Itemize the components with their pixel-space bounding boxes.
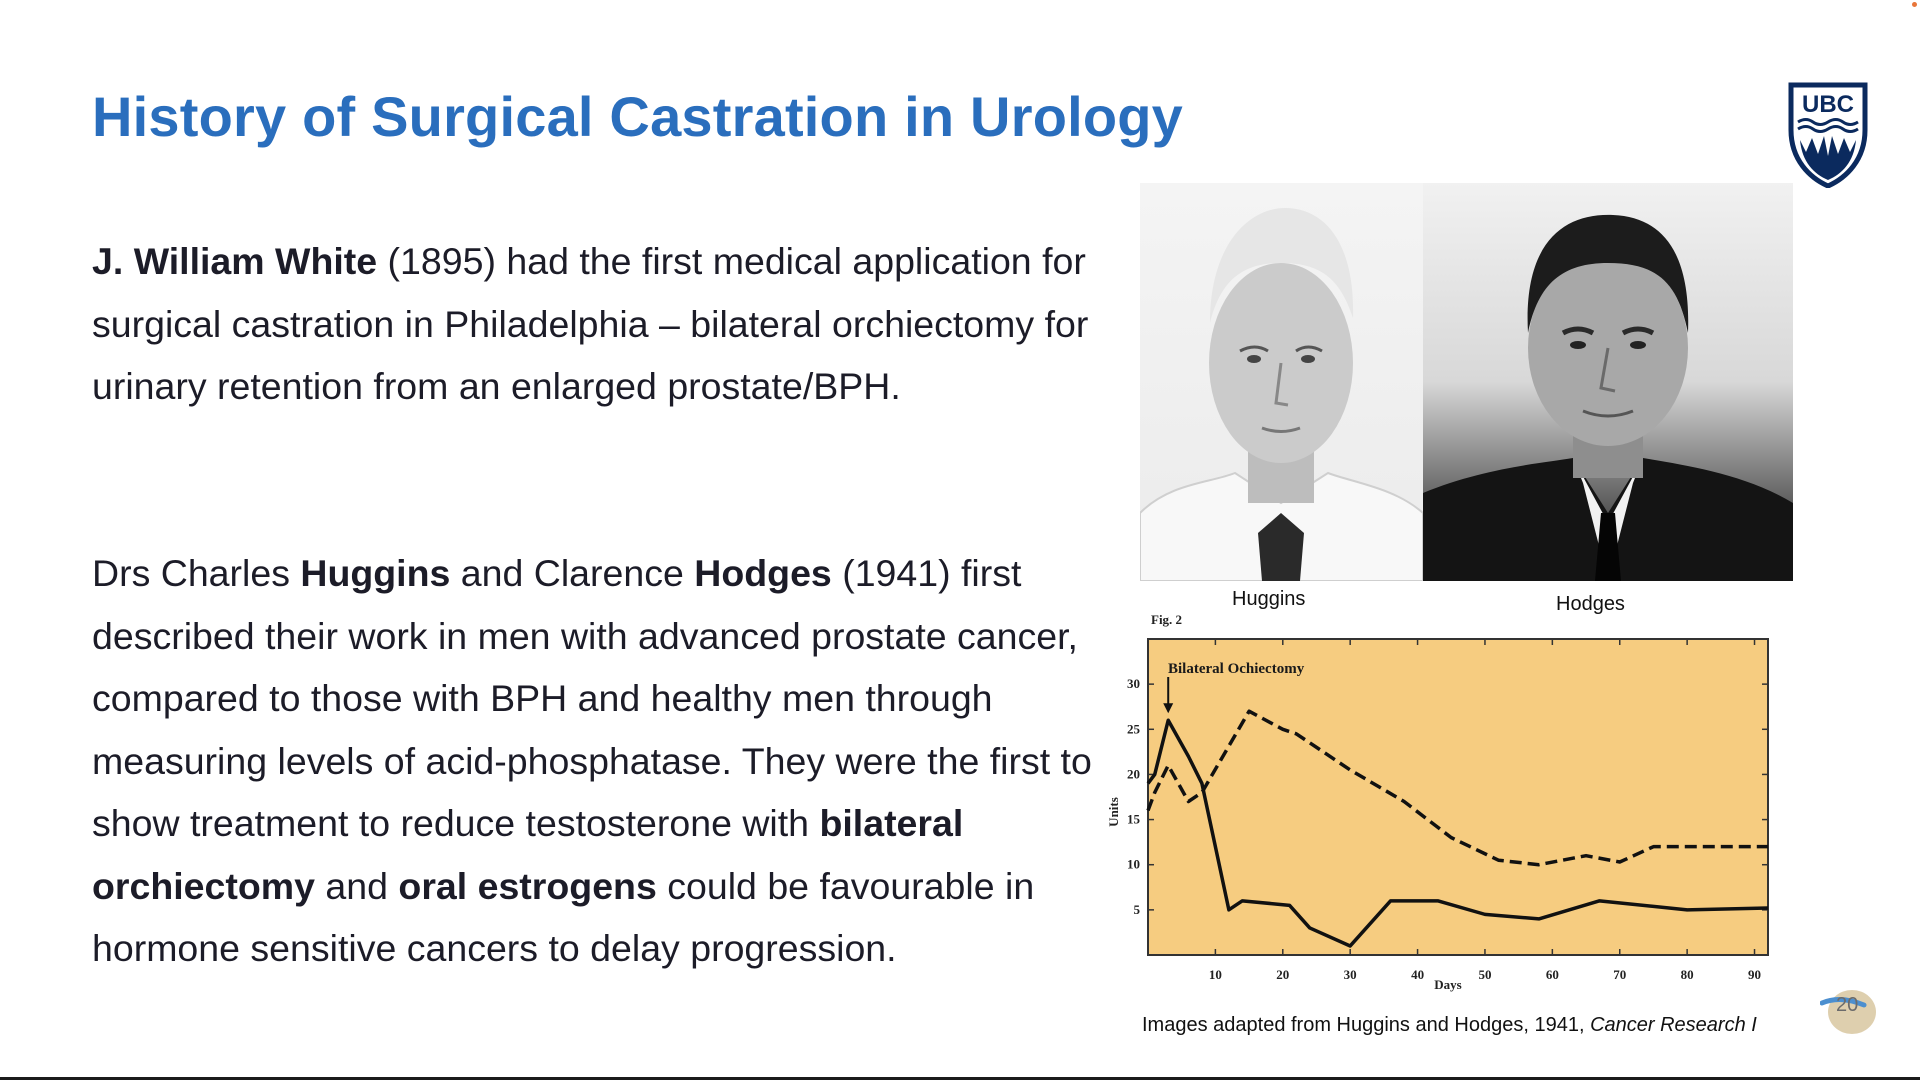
name-white: J. William White — [92, 240, 378, 282]
source-prefix: Images adapted from Huggins and Hodges, … — [1142, 1014, 1591, 1036]
name-huggins: Huggins — [300, 552, 451, 594]
photo-huggins — [1140, 183, 1423, 581]
y-tick-label: 25 — [1127, 721, 1141, 736]
ubc-crest-icon: UBC — [1788, 82, 1868, 189]
paragraph-white: J. William White (1895) had the first me… — [92, 230, 1092, 418]
x-tick-label: 50 — [1478, 967, 1491, 982]
photo-hodges — [1423, 183, 1793, 581]
y-tick-label: 10 — [1127, 857, 1140, 872]
x-axis-label: Days — [1434, 977, 1461, 992]
recording-indicator-icon — [1912, 2, 1917, 7]
x-tick-label: 40 — [1411, 967, 1424, 982]
bottom-border — [0, 1077, 1920, 1080]
x-tick-label: 90 — [1748, 967, 1761, 982]
y-tick-label: 30 — [1127, 676, 1140, 691]
p2-text-5: could be favourable in hormone sensitive… — [92, 864, 1035, 970]
term-oral-estrogens: oral estrogens — [398, 864, 657, 907]
caption-hodges: Hodges — [1556, 593, 1625, 615]
x-tick-label: 80 — [1681, 967, 1694, 982]
p2-text-3: (1941) first described their work in men… — [92, 552, 1092, 844]
p2-text-1: Drs Charles — [92, 552, 301, 594]
term-bilateral-orchiectomy: bilateral orchiectomy — [92, 802, 964, 907]
orchiectomy-arrow-head — [1163, 703, 1174, 714]
acid-phosphatase-chart: 10 20 30 40 50 60 70 80 90 5 10 15 20 25 30 Days Units Bi… — [1106, 638, 1769, 992]
x-tick-label: 30 — [1344, 967, 1357, 982]
source-citation: Images adapted from Huggins and Hodges, … — [1142, 1014, 1757, 1037]
page-badge-icon — [1819, 985, 1878, 1037]
logo-text: UBC — [1802, 91, 1854, 118]
y-tick-label: 20 — [1127, 766, 1140, 781]
caption-huggins: Huggins — [1232, 588, 1306, 610]
paragraph-white-text: (1895) had the first medical application… — [92, 240, 1089, 407]
y-axis-label: Units — [1106, 797, 1121, 827]
x-tick-label: 10 — [1209, 967, 1222, 982]
x-tick-label: 20 — [1276, 967, 1289, 982]
y-tick-label: 15 — [1127, 812, 1141, 827]
chart-title: Bilateral Ochiectomy — [1168, 661, 1305, 677]
x-tick-label: 60 — [1546, 967, 1559, 982]
series-line-dashed — [1146, 709, 1768, 867]
p2-text-4: and — [315, 864, 399, 907]
source-journal: Cancer Research I — [1590, 1014, 1757, 1036]
figure-label: Fig. 2 — [1151, 612, 1183, 627]
page-number: 20 — [1836, 994, 1859, 1016]
paragraph-huggins-hodges: Drs Charles Huggins and Clarence Hodges … — [92, 542, 1092, 980]
name-hodges: Hodges — [694, 552, 832, 594]
p2-text-2: and Clarence — [450, 552, 695, 594]
y-tick-label: 5 — [1134, 902, 1141, 917]
series-line-solid — [1146, 718, 1769, 948]
x-tick-label: 70 — [1613, 967, 1626, 982]
slide-title: History of Surgical Castration in Urolog… — [92, 85, 1184, 148]
